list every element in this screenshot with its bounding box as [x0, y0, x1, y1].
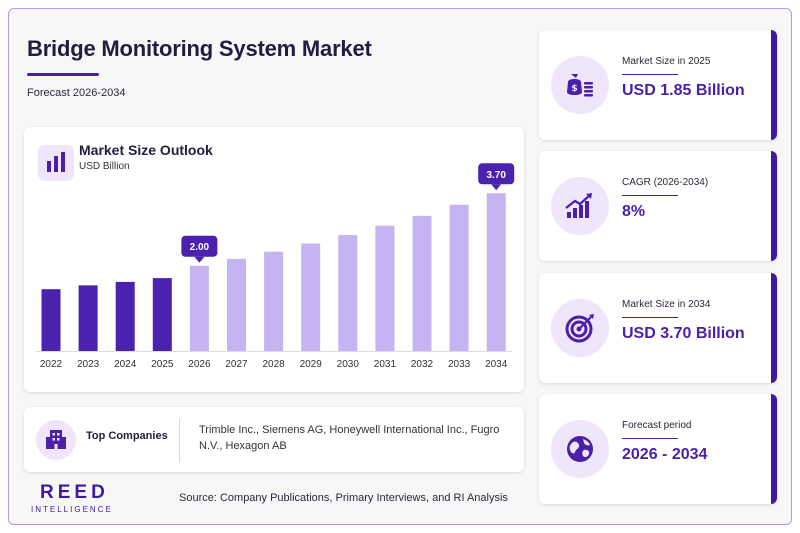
stat-label: Market Size in 2034: [622, 299, 711, 310]
stat-divider: [622, 74, 678, 75]
bar-2025: [152, 278, 172, 351]
building-icon: [36, 420, 76, 460]
stat-value: USD 3.70 Billion: [622, 325, 745, 342]
bar-2034: [486, 193, 506, 351]
data-label-2034: 3.70: [478, 163, 515, 191]
data-label-2026: 2.00: [181, 235, 218, 263]
stat-value: USD 1.85 Billion: [622, 82, 745, 99]
bar-2029: [301, 243, 321, 351]
stat-card-cagr: CAGR (2026-2034) 8%: [539, 151, 777, 261]
bar-2031: [375, 225, 395, 351]
stat-card-forecast-period: Forecast period 2026 - 2034: [539, 394, 777, 504]
x-tick-label: 2031: [374, 359, 397, 370]
x-tick-label: 2024: [114, 359, 137, 370]
bar-2027: [227, 258, 246, 351]
money-bag-icon: $: [551, 56, 609, 114]
bar-2024: [115, 281, 135, 351]
svg-text:2.00: 2.00: [190, 242, 210, 253]
divider: [179, 419, 180, 463]
growth-chart-icon: [551, 177, 609, 235]
x-tick-label: 2027: [225, 359, 248, 370]
bar-2030: [338, 235, 358, 351]
x-tick-label: 2023: [77, 359, 100, 370]
page-title: Bridge Monitoring System Market: [27, 36, 372, 61]
bar-2032: [412, 215, 432, 351]
stat-card-market-size-2034: Market Size in 2034 USD 3.70 Billion: [539, 273, 777, 383]
bar-2026: [189, 265, 209, 351]
top-companies-list: Trimble Inc., Siemens AG, Honeywell Inte…: [199, 424, 500, 452]
top-companies-card: Top Companies Trimble Inc., Siemens AG, …: [24, 407, 524, 472]
x-tick-label: 2034: [485, 359, 508, 370]
stat-card-market-size-2025: $ Market Size in 2025 USD 1.85 Billion: [539, 30, 777, 140]
stat-label: CAGR (2026-2034): [622, 177, 709, 188]
stat-divider: [622, 195, 678, 196]
svg-text:$: $: [571, 84, 577, 94]
logo-subtitle: INTELLIGENCE: [31, 505, 113, 514]
x-tick-label: 2026: [188, 359, 211, 370]
x-tick-label: 2029: [300, 359, 323, 370]
chart-card: Market Size Outlook USD Billion 2022 2023…: [24, 127, 524, 392]
stat-divider: [622, 317, 678, 318]
logo: REED: [40, 482, 109, 503]
globe-icon: [551, 420, 609, 478]
source-note: Source: Company Publications, Primary In…: [179, 492, 508, 504]
bar-2028: [264, 251, 284, 351]
chart-title: Market Size Outlook: [79, 142, 213, 158]
bar-2022: [41, 289, 61, 351]
chart-unit: USD Billion: [79, 161, 130, 172]
stat-value: 2026 - 2034: [622, 446, 708, 463]
page-subtitle: Forecast 2026-2034: [27, 87, 126, 99]
svg-text:3.70: 3.70: [486, 170, 506, 181]
top-companies-label: Top Companies: [86, 430, 168, 442]
x-tick-label: 2022: [40, 359, 63, 370]
stat-value: 8%: [622, 203, 646, 220]
stat-divider: [622, 438, 678, 439]
x-tick-label: 2032: [411, 359, 434, 370]
bar-chart: 2022 2023 2024 2025 2026 2.00 2027 2028 2029 2030…: [36, 163, 515, 370]
x-tick-label: 2030: [337, 359, 360, 370]
x-tick-label: 2033: [448, 359, 471, 370]
x-tick-label: 2025: [151, 359, 174, 370]
bar-2023: [78, 285, 98, 351]
target-icon: [551, 299, 609, 357]
stat-label: Market Size in 2025: [622, 56, 711, 67]
x-tick-label: 2028: [262, 359, 285, 370]
title-underline: [27, 73, 99, 76]
stat-label: Forecast period: [622, 420, 692, 431]
bar-2033: [449, 204, 469, 351]
bar-chart-icon: [38, 145, 74, 181]
